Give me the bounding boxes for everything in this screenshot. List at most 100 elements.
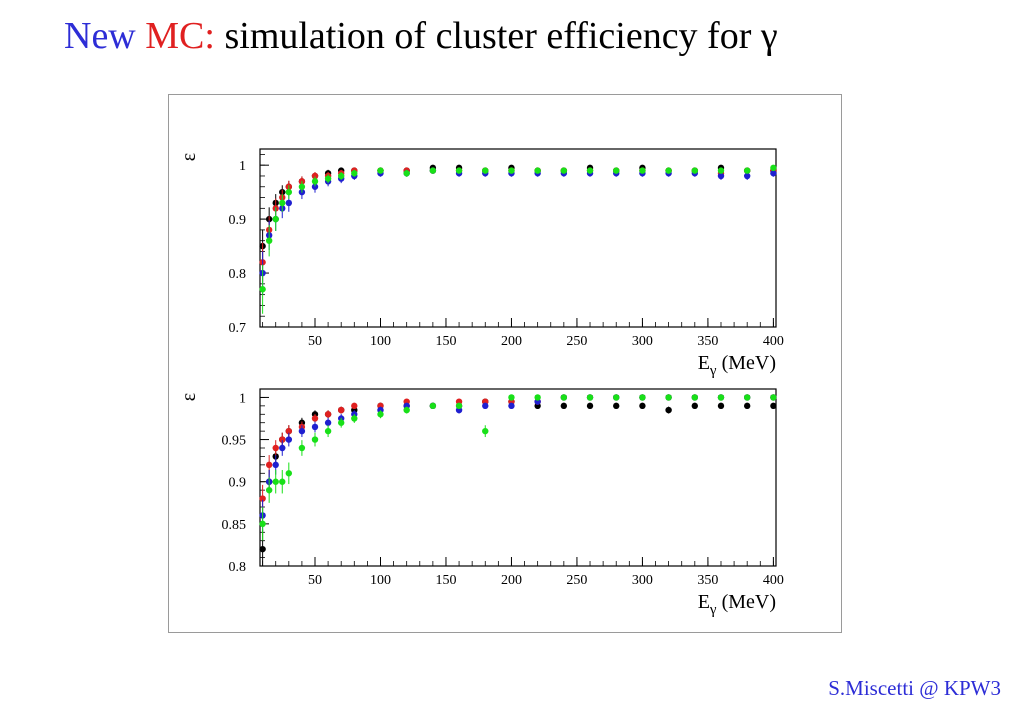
- plot-frame: [259, 148, 777, 328]
- y-tick-label: 1: [239, 159, 246, 174]
- data-point: [324, 419, 332, 426]
- series-1: [259, 164, 777, 263]
- data-point: [279, 199, 286, 207]
- series-2: [259, 167, 777, 282]
- data-point: [665, 394, 672, 401]
- data-point: [279, 436, 286, 443]
- y-tick-label: 0.9: [229, 213, 247, 228]
- data-point: [639, 167, 646, 174]
- data-point: [770, 164, 777, 172]
- title-mc: MC:: [145, 15, 215, 57]
- data-point: [272, 444, 279, 452]
- x-tick-label: 350: [697, 334, 718, 349]
- data-point: [691, 402, 699, 410]
- data-point: [377, 411, 384, 418]
- data-point: [691, 167, 699, 174]
- data-point: [743, 172, 751, 180]
- data-point: [482, 427, 489, 435]
- data-point: [311, 183, 319, 190]
- data-point: [665, 167, 672, 174]
- data-point: [534, 394, 541, 401]
- data-point: [337, 406, 345, 414]
- data-point: [351, 415, 358, 422]
- data-point: [285, 427, 293, 435]
- data-point: [717, 172, 725, 180]
- data-point: [272, 461, 279, 469]
- data-point: [717, 167, 725, 174]
- data-point: [482, 402, 489, 410]
- plot-frame: [259, 388, 777, 567]
- data-point: [311, 436, 319, 443]
- data-point: [324, 411, 332, 418]
- data-point: [311, 178, 319, 185]
- data-point: [508, 402, 515, 410]
- y-tick-label: 0.8: [229, 560, 247, 575]
- data-point: [717, 394, 725, 401]
- data-point: [639, 394, 646, 401]
- x-tick-label: 300: [632, 573, 653, 588]
- data-point: [298, 427, 306, 435]
- data-point: [311, 415, 319, 422]
- data-point: [743, 394, 751, 401]
- x-tick-label: 250: [566, 334, 587, 349]
- series-1: [259, 398, 777, 566]
- data-point: [324, 175, 332, 182]
- data-point: [429, 167, 437, 174]
- x-tick-label: 300: [632, 334, 653, 349]
- data-point: [285, 199, 293, 207]
- data-point: [259, 286, 266, 293]
- data-point: [586, 394, 594, 401]
- data-point: [613, 394, 620, 401]
- data-point: [429, 402, 437, 410]
- data-point: [351, 402, 358, 410]
- series-2: [259, 394, 777, 513]
- series-3: [259, 394, 777, 532]
- x-tick-label: 400: [763, 573, 784, 588]
- x-tick-label: 250: [566, 573, 587, 588]
- x-tick-label: 100: [370, 573, 391, 588]
- data-point: [508, 394, 515, 401]
- data-point: [259, 545, 266, 553]
- data-point: [586, 167, 594, 174]
- data-point: [639, 402, 646, 410]
- title-rest: simulation of cluster efficiency for γ: [224, 15, 778, 57]
- data-point: [285, 470, 293, 477]
- footer-credit: S.Miscetti @ KPW3: [828, 676, 1001, 700]
- x-tick-label: 200: [501, 334, 522, 349]
- x-axis-label: Eγ (MeV): [698, 591, 776, 618]
- x-tick-label: 200: [501, 573, 522, 588]
- data-point: [298, 444, 306, 452]
- data-point: [455, 402, 463, 410]
- y-tick-label: 1: [239, 391, 246, 406]
- data-point: [259, 495, 266, 502]
- data-point: [665, 406, 672, 414]
- data-point: [285, 436, 293, 443]
- data-point: [534, 167, 541, 174]
- data-point: [272, 478, 279, 485]
- data-point: [279, 478, 286, 485]
- data-point: [324, 427, 332, 435]
- data-point: [770, 394, 777, 401]
- x-tick-label: 350: [697, 573, 718, 588]
- data-point: [691, 394, 699, 401]
- data-point: [482, 167, 489, 174]
- y-tick-label: 0.7: [229, 321, 247, 336]
- data-point: [351, 170, 358, 177]
- data-point: [311, 423, 319, 431]
- data-point: [265, 461, 273, 469]
- title-new: New: [64, 15, 136, 57]
- y-axis-label: ε: [178, 393, 200, 401]
- data-point: [613, 167, 620, 174]
- series-4: [259, 164, 777, 314]
- y-tick-label: 0.95: [222, 434, 247, 449]
- data-point: [560, 167, 568, 174]
- data-point: [265, 237, 273, 244]
- data-point: [717, 402, 725, 410]
- series-3: [259, 167, 777, 295]
- data-point: [770, 170, 777, 177]
- data-point: [279, 444, 286, 452]
- data-point: [403, 170, 410, 177]
- y-axis-label: ε: [178, 153, 200, 161]
